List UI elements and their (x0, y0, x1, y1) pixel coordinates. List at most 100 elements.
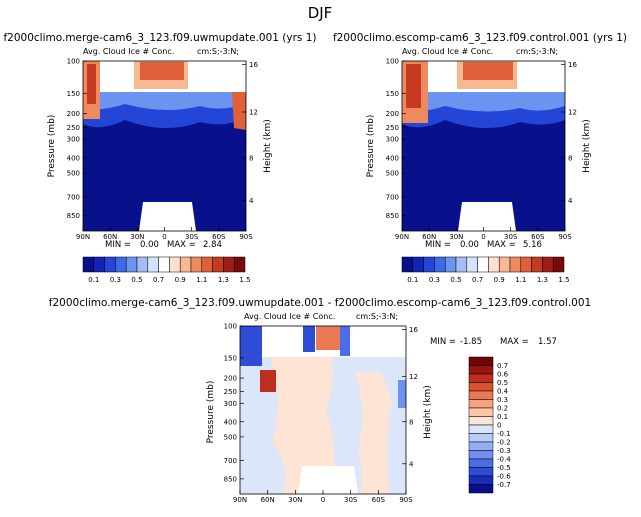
panel-2-subtitle-left: Avg. Cloud Ice # Conc. (402, 47, 493, 56)
x-tick-label: 60S (531, 233, 545, 241)
colorbar-swatch (542, 256, 554, 273)
colorbar-swatch (468, 441, 494, 451)
panel-1-ylabel-right: Height (km) (263, 119, 273, 173)
y-tick-label: 850 (386, 212, 399, 220)
colorbar-swatch (468, 399, 494, 409)
panel-1-title: f2000climo.merge-cam6_3_123.f09.uwmupdat… (3, 32, 316, 44)
colorbar-label: 0.7 (153, 276, 164, 284)
panel-3-title: f2000climo.merge-cam6_3_123.f09.uwmupdat… (49, 297, 591, 309)
panel-2-colorbar: 0.1 0.3 0.5 0.7 0.9 1.1 1.3 1.5 (401, 256, 570, 284)
panel-2-ylabel: Pressure (mb) (366, 115, 376, 178)
colorbar-swatch (468, 407, 494, 417)
panel-2-ylabel-right: Height (km) (582, 119, 592, 173)
x-tick-label: 60S (212, 233, 226, 241)
colorbar-label: 0.1 (497, 413, 508, 421)
colorbar-label: 1.5 (239, 276, 250, 284)
y-tick-label: 700 (386, 194, 399, 202)
y-tick-label: 150 (67, 90, 80, 98)
colorbar-swatch (488, 256, 500, 273)
panel-2-min-label: MIN = (425, 240, 451, 250)
colorbar-swatch (468, 484, 494, 494)
colorbar-swatch (498, 256, 511, 273)
y-right-tick-label: 16 (409, 326, 418, 334)
colorbar-swatch (233, 256, 246, 273)
panel-3-max-label: MAX = (500, 337, 529, 347)
colorbar-label: 1.1 (515, 276, 526, 284)
x-tick-label: 60N (422, 233, 436, 241)
colorbar-swatch (223, 256, 235, 273)
panel-1-min-value: 0.00 (140, 240, 159, 250)
colorbar-swatch (147, 256, 159, 273)
panel-2-subtitle-right: cm:S;-3:N; (516, 47, 558, 56)
colorbar-label: -0.6 (497, 473, 511, 481)
x-tick-label: 30S (504, 233, 518, 241)
panel-1-axes: 90N 60N 30N 0 30S 60S 90S 100 150 200 250 300 400 500… (67, 58, 259, 242)
panel-2-max-value: 5.16 (523, 240, 542, 250)
y-right-tick-label: 16 (249, 61, 258, 69)
y-tick-label: 500 (386, 170, 399, 178)
colorbar-label: 0.7 (472, 276, 483, 284)
colorbar-swatch (468, 467, 494, 477)
panel-1-subtitle-left: Avg. Cloud Ice # Conc. (83, 47, 174, 56)
colorbar-label: 0.1 (407, 276, 418, 284)
colorbar-label: -0.4 (497, 456, 511, 464)
panel-2-upper-band (402, 92, 565, 112)
y-tick-label: 250 (67, 124, 80, 132)
colorbar-swatch (455, 256, 468, 273)
colorbar-label: 1.1 (196, 276, 207, 284)
panel-3: f2000climo.merge-cam6_3_123.f09.uwmupdat… (49, 297, 591, 495)
colorbar-swatch (468, 390, 494, 400)
panel-1-tropical-core (140, 62, 184, 80)
panel-3-min-label: MIN = (430, 337, 456, 347)
colorbar-swatch (468, 433, 494, 443)
panel-3-positive-region-b (355, 372, 392, 494)
y-tick-label: 150 (224, 354, 237, 362)
colorbar-label: 1.3 (218, 276, 229, 284)
colorbar-swatch (468, 475, 494, 485)
panel-2-plot (401, 60, 566, 232)
colorbar-label: 0.6 (497, 371, 509, 379)
colorbar-swatch (468, 416, 494, 426)
figure-title: DJF (308, 4, 333, 22)
y-tick-label: 400 (386, 154, 399, 162)
y-right-tick-label: 16 (568, 61, 577, 69)
colorbar-label: 0.3 (110, 276, 121, 284)
x-tick-label: 30N (449, 233, 463, 241)
panel-3-sh-polar-neg (398, 380, 406, 408)
colorbar-label: 0.1 (88, 276, 99, 284)
colorbar-swatch (468, 356, 494, 366)
y-right-tick-label: 4 (568, 197, 573, 205)
colorbar-swatch (444, 256, 457, 273)
colorbar-swatch (468, 365, 494, 375)
colorbar-swatch (212, 256, 224, 273)
colorbar-swatch (468, 458, 494, 468)
x-tick-label: 90S (239, 233, 253, 241)
panel-1-sh-polar-ice (232, 92, 246, 130)
colorbar-swatch (412, 256, 424, 273)
y-tick-label: 850 (67, 212, 80, 220)
colorbar-label: 0.5 (497, 379, 508, 387)
x-tick-label: 0 (162, 233, 166, 241)
colorbar-swatch (434, 256, 446, 273)
panel-1-subtitle-right: cm:S;-3:N; (197, 47, 239, 56)
colorbar-swatch (169, 256, 181, 273)
colorbar-label: -0.1 (497, 430, 511, 438)
x-tick-label: 60S (372, 496, 386, 504)
colorbar-label: 0 (497, 422, 501, 430)
panel-1-min-label: MIN = (105, 240, 131, 250)
y-tick-label: 400 (224, 418, 237, 426)
x-tick-label: 90N (233, 496, 247, 504)
colorbar-swatch (466, 256, 478, 273)
y-right-tick-label: 4 (249, 197, 254, 205)
colorbar-label: 0.4 (497, 388, 509, 396)
y-tick-label: 150 (386, 90, 399, 98)
colorbar-swatch (190, 256, 203, 273)
panel-1-colorbar: 0.1 0.3 0.5 0.7 0.9 1.1 1.3 1.5 (82, 256, 251, 284)
y-tick-label: 250 (386, 124, 399, 132)
colorbar-swatch (468, 382, 494, 392)
y-tick-label: 400 (67, 154, 80, 162)
panel-2-topography (458, 202, 516, 231)
colorbar-label: 0.3 (497, 396, 508, 404)
panel-1-topography (139, 202, 196, 231)
x-tick-label: 90S (399, 496, 413, 504)
